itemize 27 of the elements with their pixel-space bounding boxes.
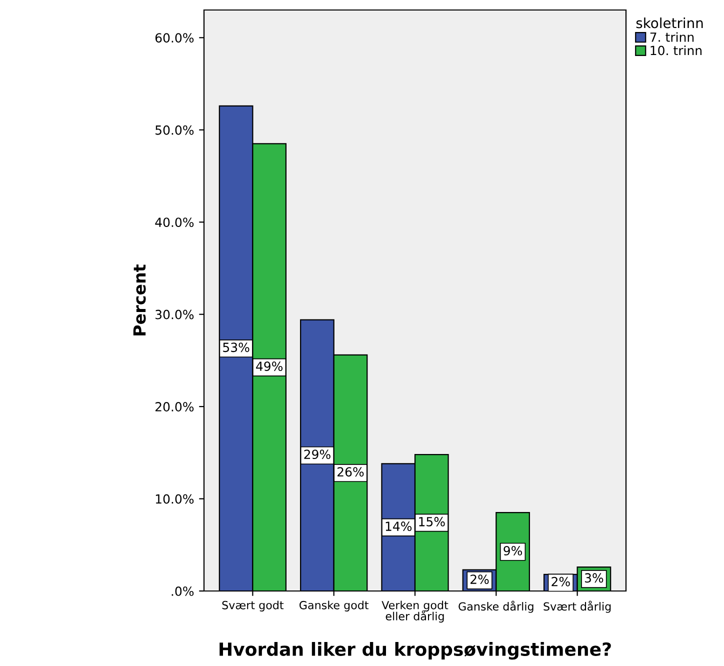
legend-label: 10. trinn: [650, 46, 702, 56]
data-label: 53%: [223, 342, 250, 352]
y-tick-label: .0%: [172, 586, 194, 596]
legend-title: skoletrinn: [636, 18, 703, 28]
data-label: 2%: [552, 576, 570, 586]
data-label: 15%: [419, 516, 445, 526]
data-label: 3%: [584, 573, 604, 583]
data-label: 29%: [304, 450, 330, 460]
x-tick-label: Ganske godt: [300, 600, 369, 612]
data-label: 49%: [256, 362, 283, 371]
x-axis-title: Hvordan liker du kroppsøvingstimene?: [220, 642, 611, 660]
y-tick-label: 10.0%: [156, 494, 194, 504]
y-tick-label: 60.0%: [155, 33, 194, 43]
data-label: 2%: [470, 574, 489, 584]
y-axis-title: Percent: [133, 264, 146, 336]
y-tick-label: 50.0%: [156, 125, 194, 135]
y-tick-label: 20.0%: [155, 402, 194, 412]
legend-label: 7. trinn: [650, 32, 694, 42]
x-tick-label: Verken godt eller dårlig: [382, 600, 448, 623]
y-tick-label: 40.0%: [155, 218, 194, 228]
x-tick-label: Ganske dårlig: [458, 600, 534, 613]
data-label: 26%: [338, 467, 364, 477]
x-tick-label: Svært dårlig: [544, 600, 611, 613]
y-tick-label: 30.0%: [156, 310, 194, 320]
x-tick-label: Svært godt: [222, 600, 284, 612]
data-label: 14%: [386, 522, 412, 531]
data-label: 9%: [504, 546, 522, 556]
